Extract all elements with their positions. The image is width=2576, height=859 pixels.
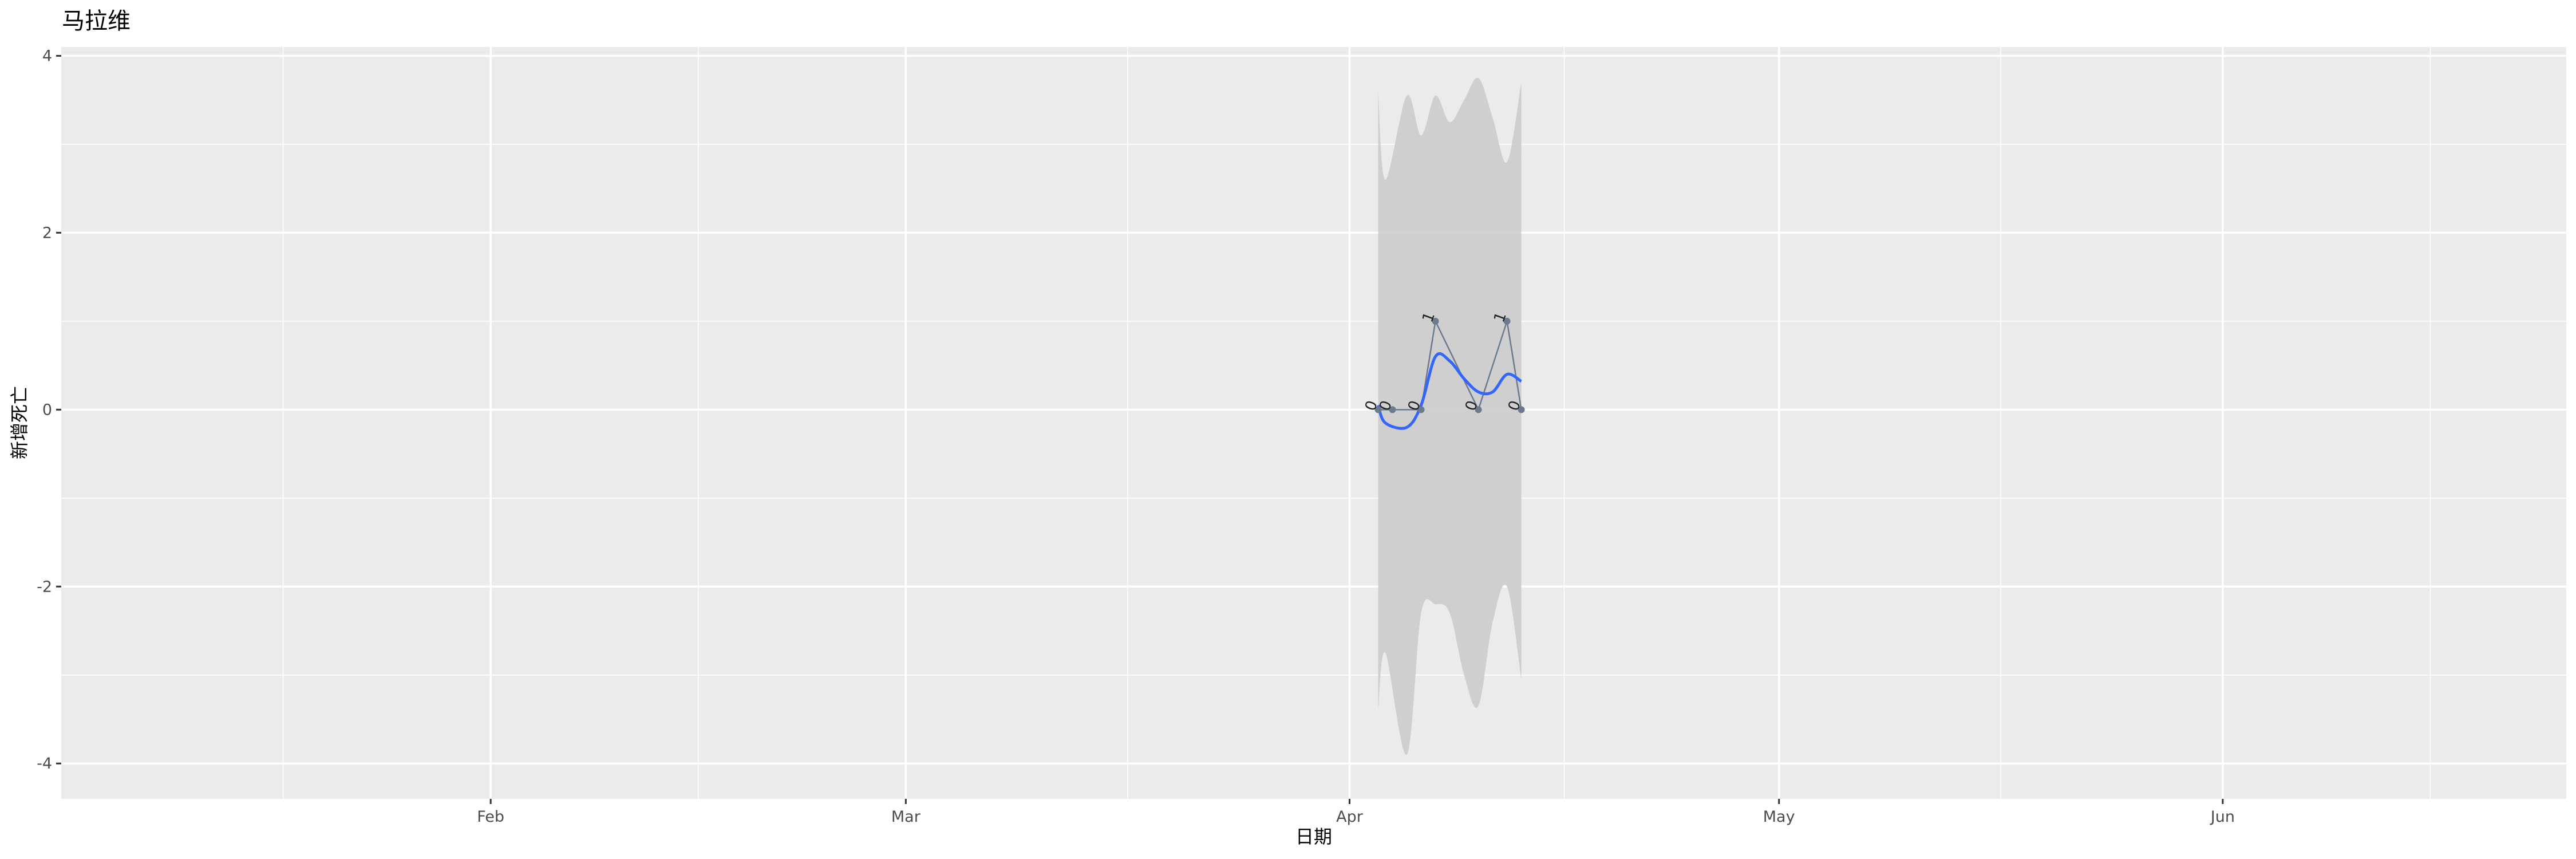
confidence-band bbox=[1378, 77, 1522, 755]
data-points bbox=[1374, 317, 1525, 413]
y-tick-label: 4 bbox=[42, 47, 52, 65]
x-tick-label: Mar bbox=[891, 808, 921, 826]
data-point bbox=[1475, 406, 1482, 413]
data-point bbox=[1389, 406, 1396, 413]
data-point bbox=[1503, 317, 1511, 325]
y-tick-label: -2 bbox=[37, 578, 52, 596]
data-point bbox=[1374, 406, 1382, 413]
chart-title: 马拉维 bbox=[62, 8, 131, 34]
x-tick-label: Jun bbox=[2210, 808, 2235, 826]
smooth-curve bbox=[1377, 352, 1522, 430]
x-tick-label: May bbox=[1763, 808, 1795, 826]
x-tick-label: Apr bbox=[1336, 808, 1364, 826]
smooth-fit-line bbox=[1377, 352, 1522, 430]
y-tick-label: 0 bbox=[42, 401, 52, 419]
confidence-ribbon bbox=[1378, 77, 1522, 755]
y-axis-title: 新增死亡 bbox=[9, 386, 30, 459]
y-tick-label: -4 bbox=[37, 755, 52, 773]
data-point bbox=[1432, 317, 1439, 325]
x-tick-label: Feb bbox=[477, 808, 504, 826]
gridlines bbox=[61, 47, 2566, 799]
data-point bbox=[1518, 406, 1525, 413]
x-axis-title: 日期 bbox=[1295, 826, 1332, 848]
plot-panel bbox=[61, 47, 2566, 799]
y-axis: -4 -2 0 2 4 bbox=[37, 47, 61, 773]
data-point bbox=[1417, 406, 1425, 413]
y-tick-label: 2 bbox=[42, 224, 52, 242]
x-axis: Feb Mar Apr May Jun bbox=[477, 799, 2235, 826]
